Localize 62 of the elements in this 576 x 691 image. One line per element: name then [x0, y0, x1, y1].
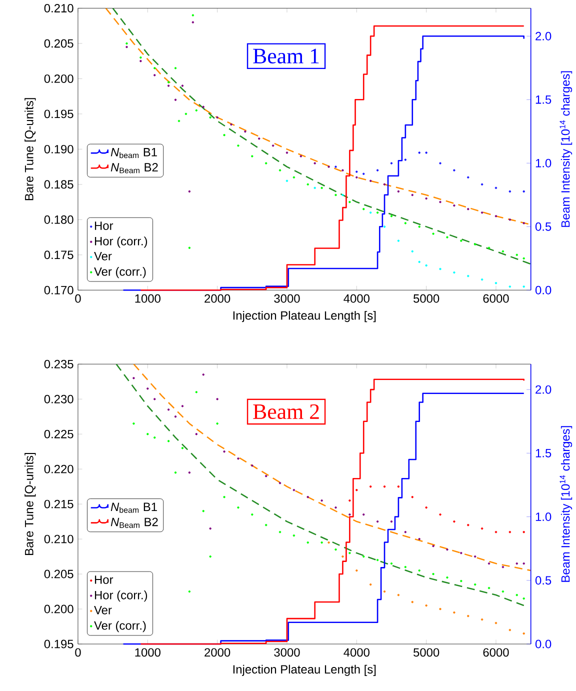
x-tick-label: 2000 [204, 294, 230, 303]
x-tick-label: 6000 [483, 648, 509, 657]
y2-tick-label: 1.0 [536, 512, 552, 521]
legend-label: Hor (corr.) [94, 236, 148, 248]
y-tick-label: 0.205 [44, 570, 74, 578]
y-tick-label: 0.190 [44, 144, 74, 154]
legend-label: Hor [94, 222, 114, 230]
y-tick-label: 0.225 [44, 430, 74, 438]
y2-tick-label: 2.0 [536, 32, 552, 40]
y2-tick-label: 2.0 [536, 385, 552, 394]
legend-label: Ver [94, 252, 112, 260]
y-tick-label: 0.175 [44, 250, 74, 260]
x-tick-label: 0 [75, 294, 81, 303]
y-tick-label: 0.195 [44, 110, 74, 118]
y-tick-label: 0.220 [44, 464, 74, 474]
y2-tick-label: 1.5 [536, 449, 552, 458]
y-tick-label: 0.230 [44, 394, 74, 404]
y-tick-label: 0.200 [44, 74, 74, 83]
y-tick-label: 0.185 [44, 180, 74, 189]
x-tick-label: 0 [75, 648, 81, 657]
y2-tick-label: 0.0 [535, 640, 552, 648]
y2-tick-label: 1.5 [536, 95, 552, 104]
annotation: Beam 1 [253, 48, 319, 64]
y-axis-title: Bare Tune [Q-units] [24, 98, 36, 200]
x-tick-label: 2000 [204, 648, 230, 657]
y-tick-label: 0.210 [44, 534, 74, 544]
y-axis-title: Bare Tune [Q-units] [24, 453, 36, 555]
x-tick-label: 5000 [413, 294, 440, 303]
legend-label: N$_{beam}$ B1 [110, 502, 157, 513]
y-tick-label: 0.180 [44, 215, 74, 224]
x-tick-label: 1000 [135, 648, 160, 657]
y-tick-label: 0.170 [44, 286, 74, 294]
y2-tick-label: 1.0 [536, 158, 552, 168]
x-axis-title: Injection Plateau Length [s] [233, 310, 376, 322]
annotation: Beam 2 [253, 404, 319, 420]
y-tick-label: 0.235 [44, 360, 74, 368]
y2-tick-label: 0.5 [535, 222, 552, 231]
legend-label: N$_{beam}$ B1 [110, 148, 157, 158]
legend-label: N$_{Beam}$ B2 [110, 163, 158, 174]
y-tick-label: 0.195 [44, 640, 74, 648]
legend-label: Hor (corr.) [94, 590, 148, 602]
y-tick-label: 0.210 [44, 4, 74, 12]
y2-tick-label: 0.0 [535, 286, 552, 294]
y-tick-label: 0.200 [44, 604, 74, 614]
legend-label: Ver [94, 606, 112, 614]
x-tick-label: 3000 [274, 294, 300, 303]
y2-tick-label: 0.5 [535, 576, 552, 585]
x-tick-label: 3000 [274, 648, 300, 657]
legend-label: N$_{Beam}$ B2 [110, 518, 158, 528]
y2-axis-title: Beam Intensity [10$^{14}$ charges] [560, 426, 572, 582]
y-tick-label: 0.215 [44, 500, 74, 508]
x-axis-title: Injection Plateau Length [s] [233, 664, 376, 676]
x-tick-label: 4000 [344, 294, 370, 303]
x-tick-label: 4000 [344, 648, 370, 657]
legend-label: Hor [94, 576, 114, 584]
x-tick-label: 6000 [483, 294, 509, 303]
x-tick-label: 1000 [135, 294, 160, 303]
y-tick-label: 0.205 [44, 39, 74, 48]
legend-label: Ver (corr.) [94, 620, 146, 632]
x-tick-label: 5000 [413, 648, 440, 657]
legend-label: Ver (corr.) [94, 267, 146, 278]
y2-axis-title: Beam Intensity [10$^{14}$ charges] [560, 71, 572, 227]
